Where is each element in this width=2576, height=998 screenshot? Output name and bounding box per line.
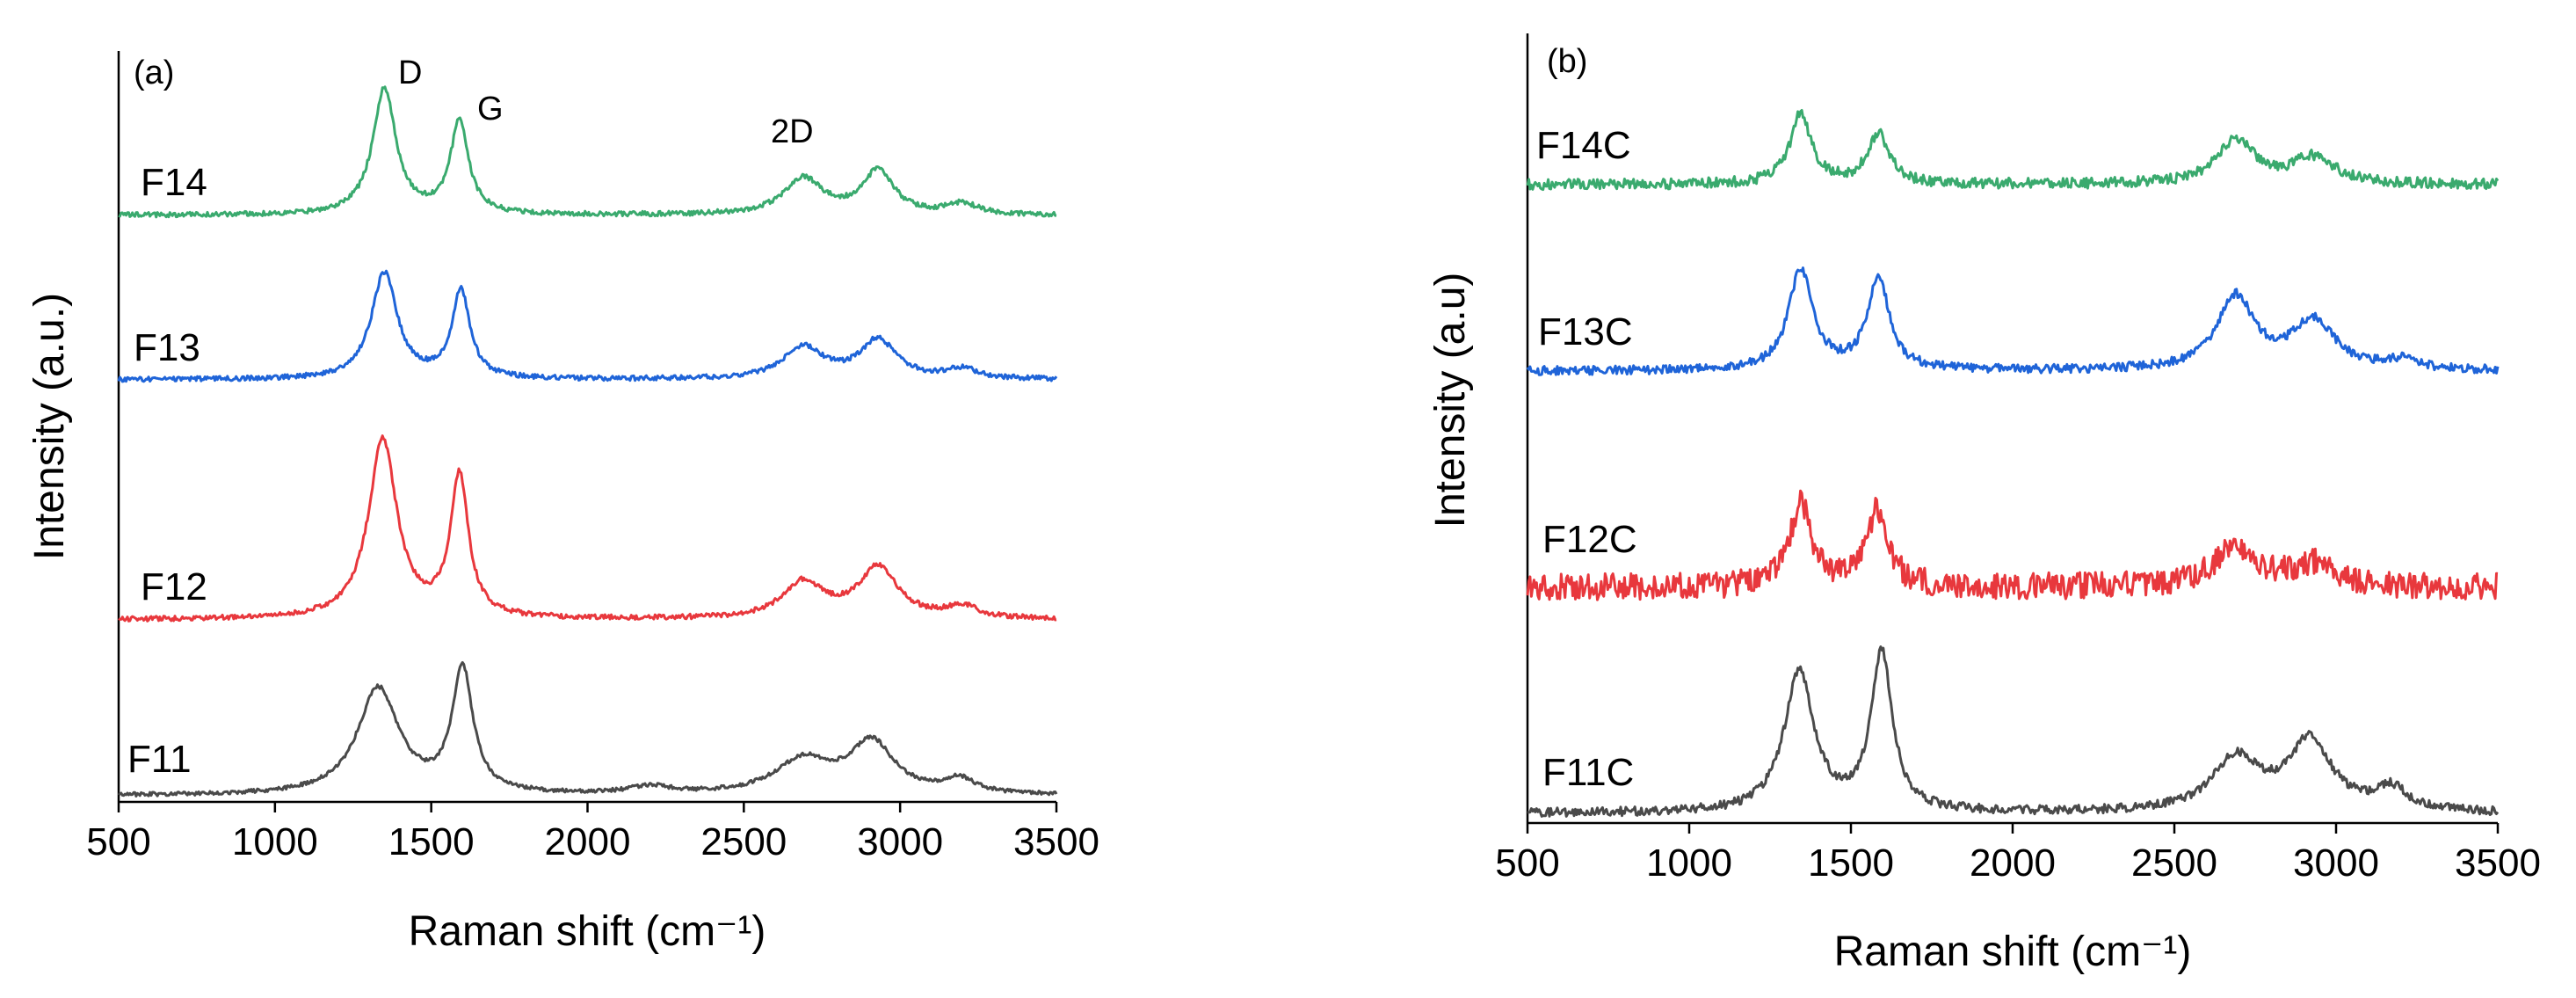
panel-b-x-tick-label: 1500 bbox=[1808, 841, 1894, 885]
series-line-f13 bbox=[117, 269, 1058, 383]
panel-a-y-axis-title: Intensity (a.u.) bbox=[26, 293, 73, 560]
series-label-f13c: F13C bbox=[1538, 310, 1633, 353]
panel-b: 500 1000 1500 2000 2500 3000 3500 (b) Raman sh… bbox=[1427, 33, 2541, 975]
panel-a-label: (a) bbox=[134, 55, 174, 91]
series-line-f12c bbox=[1526, 489, 2499, 601]
series-label-f14: F14 bbox=[141, 161, 207, 204]
panel-b-x-tick-label: 3500 bbox=[2455, 841, 2541, 885]
series-label-f11: F11 bbox=[127, 738, 192, 781]
panel-b-x-tick-label: 1000 bbox=[1646, 841, 1732, 885]
series-line-f14 bbox=[118, 85, 1057, 219]
series-label-f12: F12 bbox=[141, 565, 207, 608]
series-line-f11c bbox=[1527, 645, 2500, 818]
peak-label-g: G bbox=[477, 91, 504, 127]
panel-b-label: (b) bbox=[1547, 43, 1587, 80]
panel-a-x-tick-label: 1000 bbox=[232, 820, 318, 863]
panel-a-traces bbox=[117, 85, 1058, 798]
peak-label-2d: 2D bbox=[771, 113, 814, 150]
panel-b-x-tick-label: 2000 bbox=[1970, 841, 2056, 885]
series-line-f13c bbox=[1526, 266, 2500, 376]
panel-b-x-axis-title: Raman shift (cm⁻¹) bbox=[1834, 929, 2192, 975]
panel-a-x-tick-label: 500 bbox=[86, 820, 150, 863]
panel-b-y-axis-title: Intensity (a.u) bbox=[1427, 273, 1474, 528]
panel-a-x-tick-label: 2500 bbox=[700, 820, 787, 863]
series-label-f13: F13 bbox=[134, 326, 200, 369]
panel-a-x-tick-label: 1500 bbox=[388, 820, 475, 863]
panel-b-x-tick-label: 2500 bbox=[2131, 841, 2217, 885]
panel-a-x-tick-label: 3500 bbox=[1013, 820, 1099, 863]
panel-b-traces bbox=[1526, 109, 2500, 818]
panel-a-x-tick-label: 2000 bbox=[545, 820, 631, 863]
series-line-f11 bbox=[118, 660, 1058, 798]
series-label-f11c: F11C bbox=[1542, 751, 1634, 794]
panel-a: 500 1000 1500 2000 2500 3000 3500 (a) Raman sh… bbox=[26, 51, 1099, 955]
panel-b-ticks: 500 1000 1500 2000 2500 3000 3500 bbox=[1495, 823, 2541, 885]
panel-b-x-tick-label: 500 bbox=[1495, 841, 1559, 885]
series-label-f12c: F12C bbox=[1542, 518, 1637, 561]
panel-a-x-axis-title: Raman shift (cm⁻¹) bbox=[409, 908, 766, 955]
series-line-f12 bbox=[118, 434, 1057, 623]
series-label-f14c: F14C bbox=[1536, 124, 1631, 167]
peak-label-d: D bbox=[398, 55, 422, 91]
panel-a-ticks: 500 1000 1500 2000 2500 3000 3500 bbox=[86, 802, 1099, 863]
series-line-f14c bbox=[1526, 109, 2500, 192]
panel-b-x-tick-label: 3000 bbox=[2293, 841, 2379, 885]
panel-a-x-tick-label: 3000 bbox=[857, 820, 943, 863]
